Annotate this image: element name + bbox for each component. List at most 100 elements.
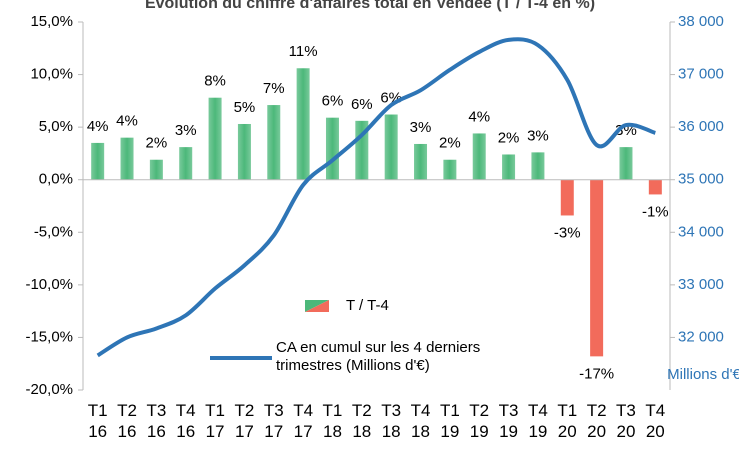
value-label: -3% xyxy=(554,224,581,241)
x-tick-label-box: T4 16 xyxy=(175,401,196,441)
x-tick-label-box: T2 18 xyxy=(351,401,372,441)
y2-tick-label: 37 000 xyxy=(678,66,724,83)
x-tick-label: T4 19 xyxy=(528,401,548,441)
x-tick-label-box: T2 19 xyxy=(469,401,490,441)
bar xyxy=(590,179,604,357)
y-tick-label: 10,0% xyxy=(30,66,73,83)
y-tick-label: -20,0% xyxy=(25,381,73,398)
bar xyxy=(237,123,251,180)
x-tick-label-box: T1 19 xyxy=(439,401,460,441)
bar xyxy=(149,159,163,180)
x-tick-label-box: T2 16 xyxy=(117,401,137,441)
x-tick-label: T3 19 xyxy=(498,401,519,441)
y-tick-label: -10,0% xyxy=(25,276,73,293)
x-tick-label: T4 20 xyxy=(645,401,666,441)
x-tick-label-box: T4 19 xyxy=(528,401,548,441)
x-tick-label-box: T1 20 xyxy=(557,401,578,441)
y-tick-label: 15,0% xyxy=(30,13,73,30)
legend-label-box: CA en cumul sur les 4 derniers trimestre… xyxy=(276,339,481,374)
y2-tick-label: 35 000 xyxy=(678,171,724,188)
y-tick-label: 5,0% xyxy=(39,118,73,135)
x-tick-label-box: T1 16 xyxy=(87,401,108,441)
bar xyxy=(120,137,134,180)
bar xyxy=(560,179,574,216)
bar xyxy=(91,142,105,180)
line xyxy=(96,37,656,358)
value-label: 6% xyxy=(351,96,373,113)
x-tick-label: T1 20 xyxy=(557,401,578,441)
y2-tick-label: 33 000 xyxy=(678,276,724,293)
value-label: 3% xyxy=(175,122,197,139)
x-tick-label-box: T4 20 xyxy=(645,401,666,441)
x-tick-label-box: T4 17 xyxy=(293,401,314,441)
legend-swatch-negative xyxy=(305,300,329,312)
value-label: 11% xyxy=(289,43,318,60)
legend-label: CA en cumul sur les 4 derniers trimestre… xyxy=(276,339,481,374)
bar xyxy=(619,147,633,180)
chart-title: Évolution du chiffre d'affaires total en… xyxy=(145,0,595,12)
x-tick-label: T3 20 xyxy=(616,401,636,441)
x-tick-label: T2 17 xyxy=(234,401,255,441)
value-label: 4% xyxy=(116,113,138,130)
bar xyxy=(531,152,545,180)
bar xyxy=(325,117,339,180)
y-tick-label: -15,0% xyxy=(25,328,73,345)
value-label: 4% xyxy=(468,108,490,125)
x-tick-label: T1 16 xyxy=(87,401,108,441)
x-tick-label: T1 17 xyxy=(205,401,225,441)
bar xyxy=(384,114,398,180)
value-label: 7% xyxy=(263,80,285,97)
x-tick-label: T4 18 xyxy=(410,401,431,441)
x-tick-label-box: T4 18 xyxy=(410,401,431,441)
y-tick-label: -5,0% xyxy=(34,223,73,240)
x-tick-label-box: T3 18 xyxy=(381,401,402,441)
bar xyxy=(472,133,486,180)
y2-tick-label: 38 000 xyxy=(678,13,724,30)
value-label: 2% xyxy=(146,135,168,152)
legend-label: T / T-4 xyxy=(346,297,389,314)
x-tick-label-box: T1 17 xyxy=(205,401,225,441)
x-tick-label-box: T2 17 xyxy=(234,401,255,441)
x-tick-label-box: T2 20 xyxy=(586,401,607,441)
x-tick-label: T4 17 xyxy=(293,401,314,441)
value-label: 3% xyxy=(527,127,549,144)
x-tick-label-box: T3 20 xyxy=(616,401,636,441)
value-label: 8% xyxy=(204,73,226,90)
value-label: 4% xyxy=(87,118,109,135)
x-tick-label: T2 16 xyxy=(117,401,137,441)
x-tick-label-box: T3 19 xyxy=(498,401,519,441)
value-label: 2% xyxy=(439,135,461,152)
x-tick-label: T3 18 xyxy=(381,401,402,441)
x-tick-label: T1 18 xyxy=(322,401,343,441)
x-tick-label: T3 16 xyxy=(146,401,167,441)
bar xyxy=(502,154,516,180)
value-label: -1% xyxy=(642,203,669,220)
bar xyxy=(208,97,222,180)
x-tick-label-box: T1 18 xyxy=(322,401,343,441)
bar xyxy=(648,179,662,195)
y2-tick-label: 34 000 xyxy=(678,223,724,240)
x-tick-label: T4 16 xyxy=(175,401,196,441)
value-label: 5% xyxy=(234,99,256,116)
x-tick-label: T2 18 xyxy=(351,401,372,441)
bar xyxy=(267,105,281,180)
y2-axis-label-box: Millions d'€ xyxy=(667,366,739,383)
y-tick-label: 0,0% xyxy=(39,171,73,188)
x-tick-label: T2 20 xyxy=(586,401,607,441)
y2-axis-label: Millions d'€ xyxy=(667,366,739,383)
value-label: -17% xyxy=(579,365,614,382)
value-label: 3% xyxy=(410,119,432,136)
bar xyxy=(414,143,428,180)
value-label: 2% xyxy=(498,129,520,146)
bar xyxy=(443,159,457,180)
x-tick-label-box: T3 16 xyxy=(146,401,167,441)
bar xyxy=(179,147,193,180)
x-tick-label: T1 19 xyxy=(439,401,460,441)
x-tick-label-box: T3 17 xyxy=(263,401,284,441)
bar xyxy=(296,68,310,180)
y2-tick-label: 32 000 xyxy=(678,328,724,345)
x-tick-label: T2 19 xyxy=(469,401,490,441)
x-tick-label: T3 17 xyxy=(263,401,284,441)
